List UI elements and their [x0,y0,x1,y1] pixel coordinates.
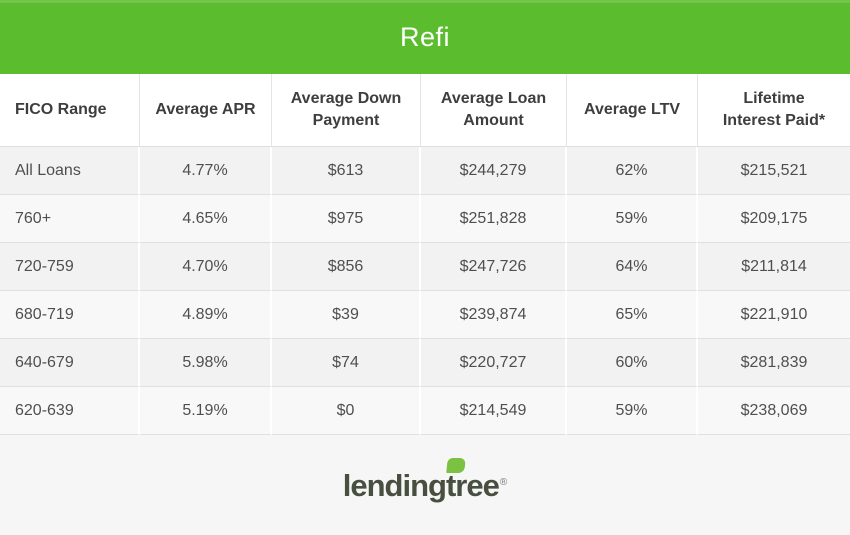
average-apr-cell: 5.98% [140,339,272,387]
average-down-payment-cell: $613 [272,147,421,195]
lifetime-interest-cell: $281,839 [698,339,850,387]
leaf-icon [446,458,466,473]
table-body: All Loans 4.77% $613 $244,279 62% $215,5… [0,147,850,435]
average-loan-amount-cell: $239,874 [421,291,567,339]
lifetime-interest-cell: $221,910 [698,291,850,339]
fico-range-cell: 680-719 [0,291,140,339]
table-row: 620-639 5.19% $0 $214,549 59% $238,069 [0,387,850,435]
average-down-payment-cell: $0 [272,387,421,435]
logo-text-lending: lending [342,468,447,503]
average-loan-amount-cell: $244,279 [421,147,567,195]
footer: lending tree® [0,435,850,528]
table-row: 680-719 4.89% $39 $239,874 65% $221,910 [0,291,850,339]
average-ltv-cell: 65% [567,291,698,339]
average-loan-amount-cell: $251,828 [421,195,567,243]
logo-tree-wrap: tree [445,458,500,503]
average-apr-cell: 4.77% [140,147,272,195]
table-row: 720-759 4.70% $856 $247,726 64% $211,814 [0,243,850,291]
table-row: 760+ 4.65% $975 $251,828 59% $209,175 [0,195,850,243]
average-ltv-cell: 59% [567,387,698,435]
fico-range-cell: 720-759 [0,243,140,291]
average-loan-amount-cell: $214,549 [421,387,567,435]
average-down-payment-cell: $975 [272,195,421,243]
column-header-average-apr: Average APR [140,74,272,147]
average-down-payment-cell: $39 [272,291,421,339]
average-ltv-cell: 60% [567,339,698,387]
fico-range-cell: 640-679 [0,339,140,387]
average-down-payment-cell: $74 [272,339,421,387]
column-header-average-down-payment: Average Down Payment [272,74,421,147]
banner: Refi [0,0,850,74]
column-header-lifetime-interest-paid: Lifetime Interest Paid* [698,74,850,147]
average-loan-amount-cell: $247,726 [421,243,567,291]
lifetime-interest-cell: $209,175 [698,195,850,243]
average-apr-cell: 5.19% [140,387,272,435]
average-apr-cell: 4.65% [140,195,272,243]
page-title: Refi [399,21,450,52]
column-header-average-loan-amount: Average Loan Amount [421,74,567,147]
table-row: All Loans 4.77% $613 $244,279 62% $215,5… [0,147,850,195]
average-apr-cell: 4.70% [140,243,272,291]
lifetime-interest-cell: $215,521 [698,147,850,195]
average-ltv-cell: 62% [567,147,698,195]
registered-trademark-mark: ® [499,476,508,488]
column-header-average-ltv: Average LTV [567,74,698,147]
average-apr-cell: 4.89% [140,291,272,339]
column-header-fico-range: FICO Range [0,74,140,147]
logo-text-tree: tree [445,468,500,503]
fico-range-cell: 620-639 [0,387,140,435]
average-ltv-cell: 59% [567,195,698,243]
table-row: 640-679 5.98% $74 $220,727 60% $281,839 [0,339,850,387]
average-down-payment-cell: $856 [272,243,421,291]
lifetime-interest-cell: $238,069 [698,387,850,435]
lendingtree-logo: lending tree® [342,458,508,503]
table-header: FICO Range Average APR Average Down Paym… [0,74,850,147]
average-loan-amount-cell: $220,727 [421,339,567,387]
refi-table: FICO Range Average APR Average Down Paym… [0,74,850,435]
lifetime-interest-cell: $211,814 [698,243,850,291]
fico-range-cell: 760+ [0,195,140,243]
average-ltv-cell: 64% [567,243,698,291]
table-header-row: FICO Range Average APR Average Down Paym… [0,74,850,147]
fico-range-cell: All Loans [0,147,140,195]
